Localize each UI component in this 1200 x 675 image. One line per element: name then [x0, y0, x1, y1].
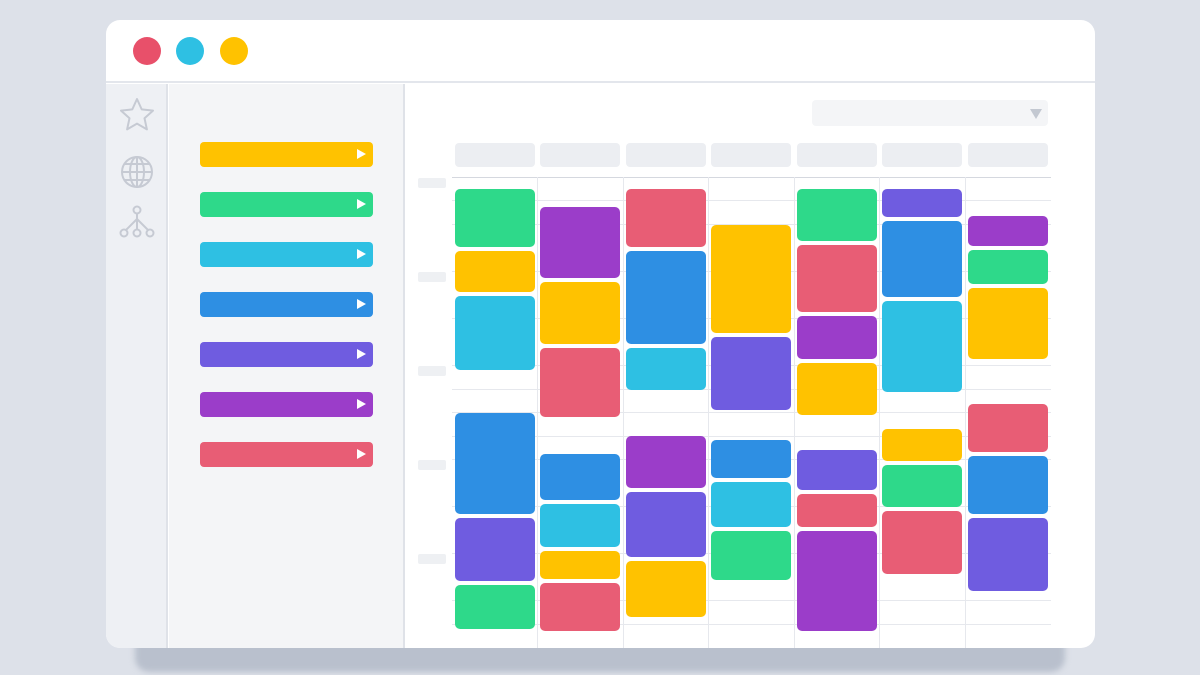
day-divider [794, 177, 795, 648]
calendar-event[interactable] [882, 429, 962, 461]
calendar-event[interactable] [626, 492, 706, 557]
day-divider [965, 177, 966, 648]
calendar-event[interactable] [540, 207, 620, 278]
day-divider [623, 177, 624, 648]
category-item[interactable] [200, 242, 373, 267]
time-label [418, 178, 446, 188]
calendar-event[interactable] [626, 189, 706, 247]
time-label [418, 460, 446, 470]
category-item[interactable] [200, 342, 373, 367]
category-sidebar [169, 84, 405, 648]
play-icon [357, 299, 366, 309]
calendar-event[interactable] [968, 250, 1048, 284]
calendar-event[interactable] [797, 189, 877, 241]
calendar-event[interactable] [626, 436, 706, 488]
day-header[interactable] [540, 143, 620, 167]
hour-line [452, 600, 1051, 601]
category-item[interactable] [200, 392, 373, 417]
calendar-event[interactable] [455, 413, 535, 514]
minimize-button[interactable] [176, 37, 204, 65]
day-divider [708, 177, 709, 648]
calendar-event[interactable] [540, 504, 620, 547]
day-header[interactable] [711, 143, 791, 167]
hour-line [452, 177, 1051, 178]
calendar-event[interactable] [711, 337, 791, 410]
calendar-event[interactable] [882, 465, 962, 507]
day-header[interactable] [455, 143, 535, 167]
calendar-view [406, 84, 1095, 648]
calendar-event[interactable] [882, 301, 962, 392]
calendar-event[interactable] [968, 404, 1048, 452]
calendar-event[interactable] [797, 245, 877, 312]
calendar-event[interactable] [711, 482, 791, 527]
time-label [418, 272, 446, 282]
calendar-event[interactable] [455, 296, 535, 370]
calendar-event[interactable] [540, 282, 620, 344]
calendar-event[interactable] [882, 189, 962, 217]
calendar-event[interactable] [968, 216, 1048, 246]
calendar-event[interactable] [540, 348, 620, 417]
day-divider [537, 177, 538, 648]
calendar-event[interactable] [455, 518, 535, 581]
time-label [418, 554, 446, 564]
hour-line [452, 224, 1051, 225]
title-bar [106, 20, 1095, 83]
category-item[interactable] [200, 142, 373, 167]
calendar-event[interactable] [626, 251, 706, 344]
calendar-event[interactable] [626, 561, 706, 617]
calendar-event[interactable] [540, 583, 620, 631]
globe-icon[interactable] [118, 153, 156, 191]
calendar-event[interactable] [968, 288, 1048, 359]
icon-rail [106, 84, 168, 648]
calendar-event[interactable] [540, 551, 620, 579]
calendar-event[interactable] [455, 189, 535, 247]
view-select[interactable] [812, 100, 1048, 126]
category-item[interactable] [200, 292, 373, 317]
calendar-event[interactable] [626, 348, 706, 390]
hour-line [452, 412, 1051, 413]
day-divider [879, 177, 880, 648]
day-header[interactable] [968, 143, 1048, 167]
calendar-event[interactable] [797, 494, 877, 527]
calendar-event[interactable] [711, 225, 791, 333]
chevron-down-icon [1030, 109, 1042, 119]
app-window [106, 20, 1095, 648]
calendar-event[interactable] [797, 531, 877, 631]
calendar-event[interactable] [882, 221, 962, 297]
time-label [418, 366, 446, 376]
category-item[interactable] [200, 192, 373, 217]
play-icon [357, 149, 366, 159]
play-icon [357, 449, 366, 459]
play-icon [357, 249, 366, 259]
hour-line [452, 624, 1051, 625]
calendar-event[interactable] [455, 585, 535, 629]
calendar-event[interactable] [797, 363, 877, 415]
hour-line [452, 436, 1051, 437]
calendar-event[interactable] [968, 456, 1048, 514]
maximize-button[interactable] [220, 37, 248, 65]
day-header[interactable] [882, 143, 962, 167]
play-icon [357, 399, 366, 409]
day-header[interactable] [626, 143, 706, 167]
close-button[interactable] [133, 37, 161, 65]
star-icon[interactable] [118, 96, 156, 134]
calendar-event[interactable] [711, 440, 791, 478]
calendar-event[interactable] [882, 511, 962, 574]
play-icon [357, 349, 366, 359]
calendar-event[interactable] [797, 450, 877, 490]
day-header[interactable] [797, 143, 877, 167]
calendar-event[interactable] [968, 518, 1048, 591]
calendar-event[interactable] [455, 251, 535, 292]
calendar-event[interactable] [711, 531, 791, 580]
category-item[interactable] [200, 442, 373, 467]
calendar-event[interactable] [797, 316, 877, 359]
calendar-event[interactable] [540, 454, 620, 500]
hour-line [452, 200, 1051, 201]
play-icon [357, 199, 366, 209]
network-icon[interactable] [118, 203, 156, 241]
